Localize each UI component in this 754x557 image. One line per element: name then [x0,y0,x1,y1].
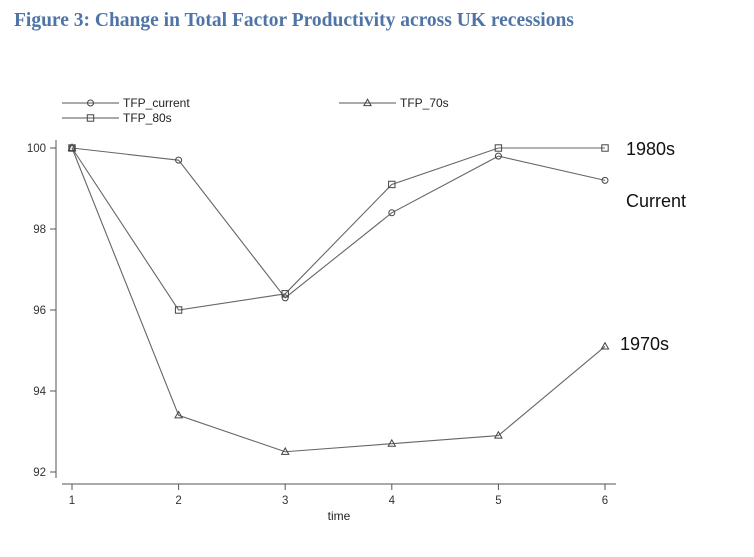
data-point-tfp-80s [281,290,289,298]
annotations: 1980s Current 1970s [620,139,686,354]
data-point-tfp-70s [493,430,503,439]
data-point-tfp-80s [494,144,503,152]
y-tick-label: 98 [33,224,46,236]
legend-label: TFP_70s [400,96,449,110]
annotation-1970s: 1970s [620,334,669,354]
legend-label: TFP_80s [123,111,172,125]
figure-title: Figure 3: Change in Total Factor Product… [14,10,574,31]
series-line-tfp-80s [71,147,605,311]
series-markers [67,143,610,455]
data-point-tfp-80s [68,144,76,152]
x-tick-label: 2 [175,495,181,507]
x-tick-label: 1 [69,495,75,507]
legend-marker [86,114,95,122]
y-tick-label: 94 [33,386,46,398]
data-point-tfp-current [175,156,183,164]
x-tick-label: 4 [389,495,396,507]
data-point-tfp-current [494,152,502,160]
series-line-tfp-current [71,147,606,299]
data-point-tfp-70s [67,143,77,152]
legend-marker [363,98,372,107]
legend-marker [87,99,94,107]
y-tick-label: 92 [33,467,46,479]
data-point-tfp-70s [174,410,184,419]
annotation-1980s: 1980s [626,139,675,159]
data-point-tfp-70s [600,341,610,350]
data-point-tfp-70s [280,446,290,455]
legend-label: TFP_current [123,96,190,110]
data-point-tfp-current [601,176,609,184]
data-point-tfp-70s [387,438,397,447]
x-axis-label: time [328,509,351,523]
data-point-tfp-80s [388,180,396,189]
x-tick-label: 6 [602,495,608,507]
data-point-tfp-80s [601,144,609,152]
data-point-tfp-current [388,209,396,217]
series-lines [71,147,606,453]
data-point-tfp-80s [174,306,183,314]
data-point-tfp-current [281,294,289,302]
annotation-current: Current [626,191,686,211]
y-tick-label: 96 [33,305,46,317]
y-tick-label: 100 [27,143,46,155]
x-tick-label: 3 [282,495,288,507]
series-line-tfp-70s [71,147,606,453]
legend: TFP_current TFP_70s TFP_80s [62,96,449,125]
axes: 92 94 96 98 100 1 2 3 4 5 6 time [27,140,616,523]
x-tick-label: 5 [495,495,501,507]
